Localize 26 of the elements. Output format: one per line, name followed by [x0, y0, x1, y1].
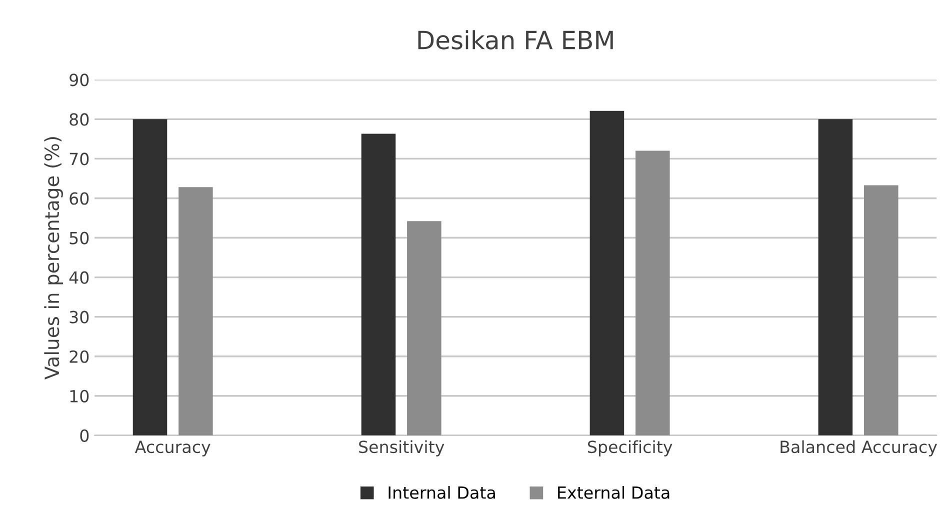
bar [636, 150, 670, 436]
y-tick-label: 50 [70, 232, 89, 244]
y-tick-label: 30 [70, 310, 89, 324]
x-tick-label: Sensitivity [359, 440, 444, 456]
y-tick-label: 40 [69, 271, 89, 284]
bar [590, 110, 624, 436]
x-tick-label: Balanced Accuracy [780, 440, 938, 456]
legend-label: Internal Data [388, 486, 495, 499]
bar [818, 119, 853, 436]
y-tick-label: 70 [70, 152, 89, 166]
y-tick-label: 80 [70, 113, 89, 126]
x-tick-label: Accuracy [134, 440, 210, 456]
chart-title: Desikan FA EBM [418, 30, 613, 50]
bar [132, 119, 168, 436]
x-tick-label: Specificity [588, 440, 672, 456]
bar [178, 187, 213, 436]
y-tick-label: 0 [80, 429, 89, 442]
legend-label: External Data [558, 486, 670, 499]
bar [864, 185, 898, 436]
bar [361, 134, 396, 436]
y-tick-label: 20 [70, 350, 89, 363]
bar [407, 221, 442, 436]
y-axis-title: Values in percentage (%) [44, 137, 63, 380]
y-tick-label: 90 [70, 74, 89, 86]
y-tick-label: 10 [70, 390, 89, 402]
y-tick-label: 60 [70, 192, 89, 205]
